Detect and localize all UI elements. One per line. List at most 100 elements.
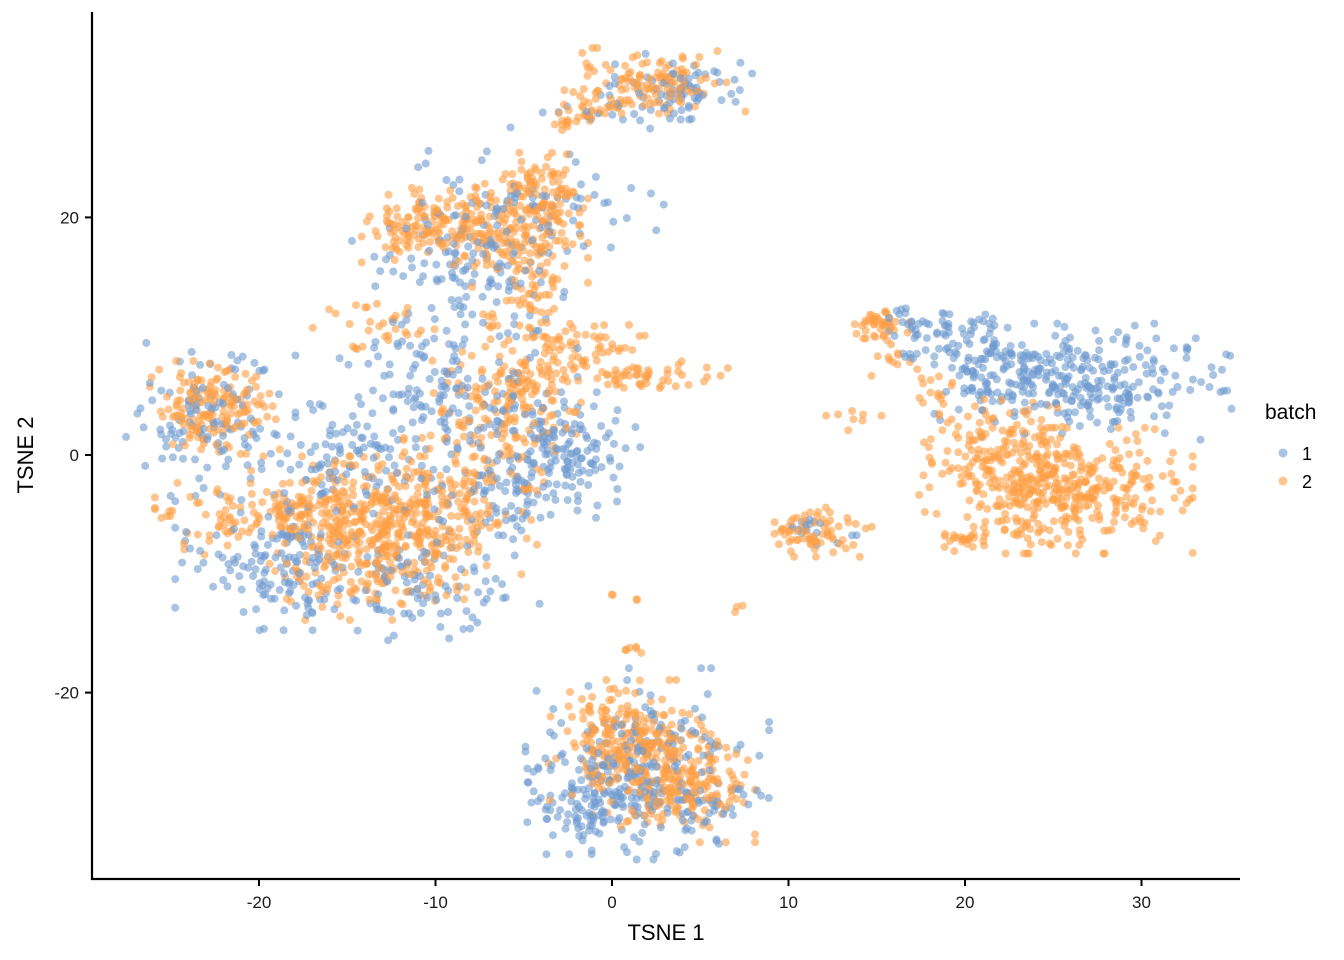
data-point xyxy=(645,74,654,83)
data-point xyxy=(186,492,195,501)
data-point xyxy=(1039,495,1048,504)
data-point xyxy=(229,424,238,433)
data-point xyxy=(425,444,434,453)
data-point xyxy=(247,376,256,385)
data-point xyxy=(582,107,591,116)
data-point xyxy=(799,534,808,543)
data-point xyxy=(466,477,475,486)
data-point xyxy=(522,534,531,543)
data-point xyxy=(502,516,510,525)
data-point xyxy=(517,157,526,166)
data-point xyxy=(531,348,540,357)
data-point xyxy=(584,194,592,203)
data-point xyxy=(502,237,510,246)
data-point xyxy=(1156,376,1165,385)
data-point xyxy=(1069,443,1078,452)
data-point xyxy=(321,487,330,496)
data-point xyxy=(567,779,576,788)
data-point xyxy=(508,170,517,179)
data-point xyxy=(951,430,960,439)
data-point xyxy=(150,493,159,502)
data-point xyxy=(732,795,741,803)
data-point xyxy=(376,267,385,276)
data-point xyxy=(681,716,690,725)
data-point xyxy=(1012,444,1021,453)
data-point xyxy=(408,418,417,427)
data-point xyxy=(1010,466,1019,474)
data-point xyxy=(964,356,973,365)
data-point xyxy=(560,100,568,109)
data-point xyxy=(573,491,582,500)
data-point xyxy=(751,830,759,839)
data-point xyxy=(555,217,564,226)
data-point xyxy=(357,232,366,241)
data-point xyxy=(566,319,575,328)
data-point xyxy=(945,467,954,476)
data-point xyxy=(583,737,592,746)
data-point xyxy=(867,311,876,320)
data-point xyxy=(1052,486,1061,494)
data-point xyxy=(255,585,264,594)
data-point xyxy=(282,559,291,568)
data-point xyxy=(445,634,454,643)
data-point xyxy=(608,591,617,599)
data-point xyxy=(478,365,487,374)
data-point xyxy=(533,399,542,408)
data-point xyxy=(1036,364,1045,373)
data-point xyxy=(575,208,584,217)
data-point xyxy=(792,527,801,536)
data-point xyxy=(510,209,518,217)
data-point xyxy=(1020,383,1028,392)
data-point xyxy=(509,369,518,378)
data-point xyxy=(995,495,1004,504)
data-point xyxy=(492,474,501,483)
data-point xyxy=(770,529,779,538)
data-point xyxy=(459,432,468,441)
data-point xyxy=(328,442,337,451)
data-point xyxy=(717,96,726,105)
data-point xyxy=(578,48,587,57)
data-point xyxy=(1125,450,1134,459)
data-point xyxy=(259,366,268,375)
data-point xyxy=(684,101,693,110)
data-point xyxy=(1126,407,1135,416)
data-point xyxy=(537,370,546,379)
data-point xyxy=(399,433,408,442)
data-point xyxy=(732,750,741,759)
data-point xyxy=(491,423,500,432)
data-point xyxy=(601,738,610,747)
data-point xyxy=(1047,541,1056,550)
data-point xyxy=(572,117,581,126)
data-point xyxy=(1026,486,1035,495)
data-point xyxy=(1145,473,1154,482)
data-point xyxy=(302,557,311,566)
data-point xyxy=(391,325,400,333)
data-point xyxy=(942,387,951,396)
data-point xyxy=(1026,540,1035,549)
points-layer xyxy=(122,44,1236,864)
data-point xyxy=(917,374,926,383)
data-point xyxy=(1093,418,1102,427)
data-point xyxy=(525,311,534,320)
data-point xyxy=(869,320,878,329)
data-point xyxy=(452,384,460,393)
data-point xyxy=(450,211,458,220)
data-point xyxy=(234,533,243,541)
data-point xyxy=(450,249,459,258)
data-point xyxy=(944,319,953,328)
data-point xyxy=(915,491,924,499)
data-point xyxy=(680,843,689,852)
data-point xyxy=(480,495,489,504)
data-point xyxy=(572,330,581,339)
data-point xyxy=(256,424,265,433)
data-point xyxy=(351,517,359,526)
data-point xyxy=(368,536,377,545)
data-point xyxy=(462,535,471,544)
data-point xyxy=(1030,511,1039,520)
data-point xyxy=(992,340,1001,349)
data-point xyxy=(568,791,577,800)
data-point xyxy=(1051,366,1060,375)
data-point xyxy=(369,509,378,518)
data-point xyxy=(587,846,596,855)
data-point xyxy=(451,480,460,489)
